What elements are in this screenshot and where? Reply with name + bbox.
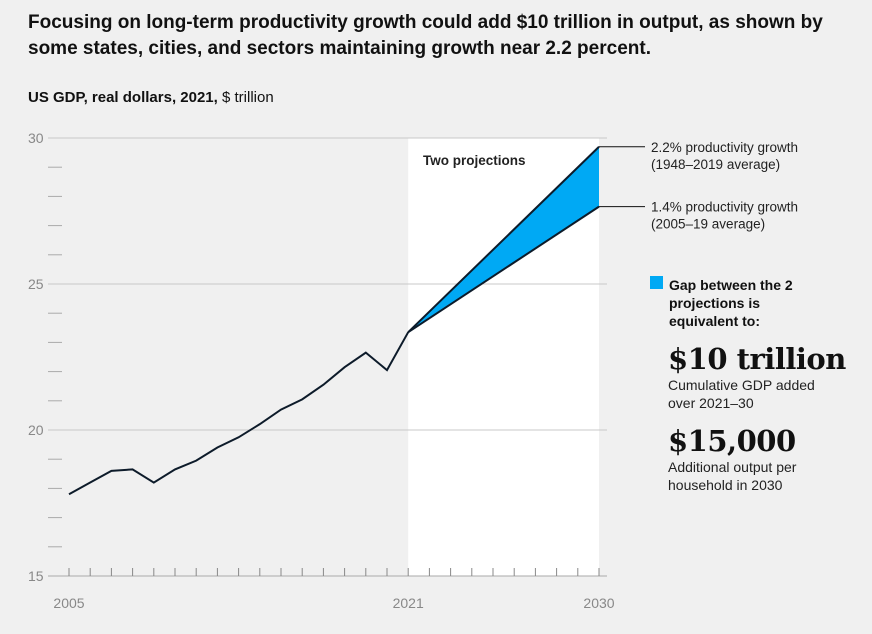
y-tick-label: 30 <box>28 130 44 146</box>
projection-region-label: Two projections <box>423 153 526 168</box>
x-tick-label: 2005 <box>53 595 84 611</box>
subtitle-unit: $ trillion <box>222 89 274 106</box>
subtitle-measure: US GDP, real dollars, 2021, <box>28 89 218 106</box>
stat-cumulative-gdp: $10 trillion <box>668 342 846 376</box>
gap-swatch <box>650 276 663 289</box>
projection-label-note: (2005–19 average) <box>651 217 765 232</box>
projection-label: 2.2% productivity growth <box>651 140 798 155</box>
projection-label-note: (1948–2019 average) <box>651 157 780 172</box>
gap-label: Gap between the 2 projections is equival… <box>669 277 793 329</box>
projection-line <box>407 146 600 333</box>
gap-summary: Gap between the 2 projections is equival… <box>650 276 860 494</box>
stat-per-household-desc: Additional output per household in 2030 <box>668 459 797 493</box>
y-tick-label: 20 <box>28 422 44 438</box>
y-tick-label: 15 <box>28 568 44 584</box>
chart-subtitle: US GDP, real dollars, 2021, $ trillion <box>28 89 274 106</box>
y-tick-label: 25 <box>28 276 44 292</box>
stat-cumulative-gdp-desc: Cumulative GDP added over 2021–30 <box>668 377 815 411</box>
projection-label: 1.4% productivity growth <box>651 200 798 215</box>
historical-gdp-line <box>68 331 410 496</box>
chart-title: Focusing on long-term productivity growt… <box>28 12 823 59</box>
x-tick-label: 2021 <box>393 595 424 611</box>
projection-line <box>407 205 600 334</box>
x-tick-label: 2030 <box>583 595 614 611</box>
stat-per-household: $15,000 <box>668 424 796 458</box>
